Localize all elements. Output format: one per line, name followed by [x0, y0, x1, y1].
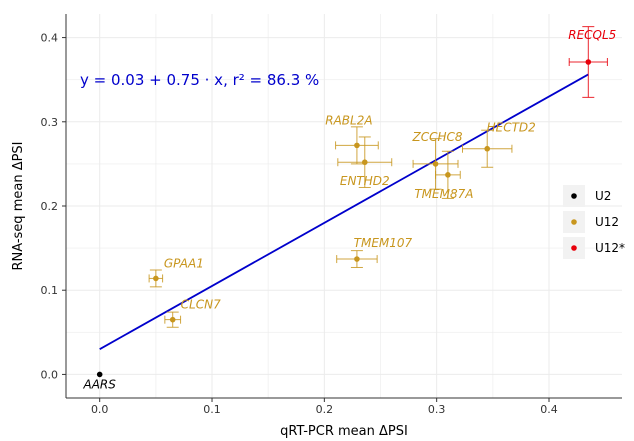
regression-formula: y = 0.03 + 0.75 · x, r² = 86.3 % [80, 71, 319, 89]
data-point-zcchc8 [432, 161, 439, 167]
point-label: GPAA1 [164, 256, 204, 270]
regression-layer [99, 73, 589, 350]
data-point-gpaa1 [153, 275, 159, 282]
data-point-clcn7 [169, 316, 176, 323]
legend-marker [571, 193, 577, 199]
legend-label: U12* [595, 241, 625, 255]
data-point-aars [96, 371, 103, 378]
legend-label: U12 [595, 215, 619, 229]
point-label: HECTD2 [487, 121, 536, 135]
data-point-recql5 [585, 59, 592, 65]
point-label: AARS [83, 377, 117, 391]
y-axis-title: RNA-seq mean ΔPSI [11, 141, 26, 270]
y-tick-label: 0.0 [41, 368, 59, 381]
point-label: TMEM87A [414, 187, 473, 201]
point-label: RABL2A [325, 113, 372, 127]
data-point-rabl2a [354, 142, 360, 149]
y-tick-label: 0.4 [41, 32, 59, 45]
data-point-tmem107 [354, 256, 360, 262]
point-label: RECQL5 [568, 28, 616, 42]
x-tick-label: 0.0 [91, 403, 109, 416]
legend-marker [571, 219, 577, 225]
axes: 0.0 0.1 0.2 0.3 0.4 0.0 0.1 0.2 0.3 0.4 [41, 14, 622, 416]
point-labels: AARS GPAA1 CLCN7 TMEM107 RABL2A ENTHD2 ZCCHC8 T… [83, 28, 617, 391]
point-label: ZCCHC8 [412, 130, 463, 144]
y-tick-label: 0.2 [41, 200, 59, 213]
point-label: TMEM107 [354, 236, 413, 250]
data-points [96, 59, 592, 378]
x-axis-title: qRT-PCR mean ΔPSI [280, 424, 408, 439]
x-tick-label: 0.2 [316, 403, 334, 416]
data-point-tmem87a [445, 172, 451, 178]
x-tick-label: 0.4 [540, 403, 558, 416]
legend-label: U2 [595, 189, 611, 203]
y-tick-label: 0.3 [41, 116, 59, 129]
x-tick-label: 0.3 [428, 403, 446, 416]
regression-line [99, 73, 589, 350]
y-tick-label: 0.1 [41, 284, 59, 297]
legend: U2 U12 U12* [563, 185, 625, 259]
data-point-enthd2 [361, 159, 368, 166]
point-label: ENTHD2 [340, 174, 390, 188]
legend-marker [571, 245, 577, 251]
x-tick-label: 0.1 [203, 403, 221, 416]
point-label: CLCN7 [181, 298, 221, 312]
data-point-hectd2 [484, 145, 491, 152]
grid [66, 14, 622, 398]
